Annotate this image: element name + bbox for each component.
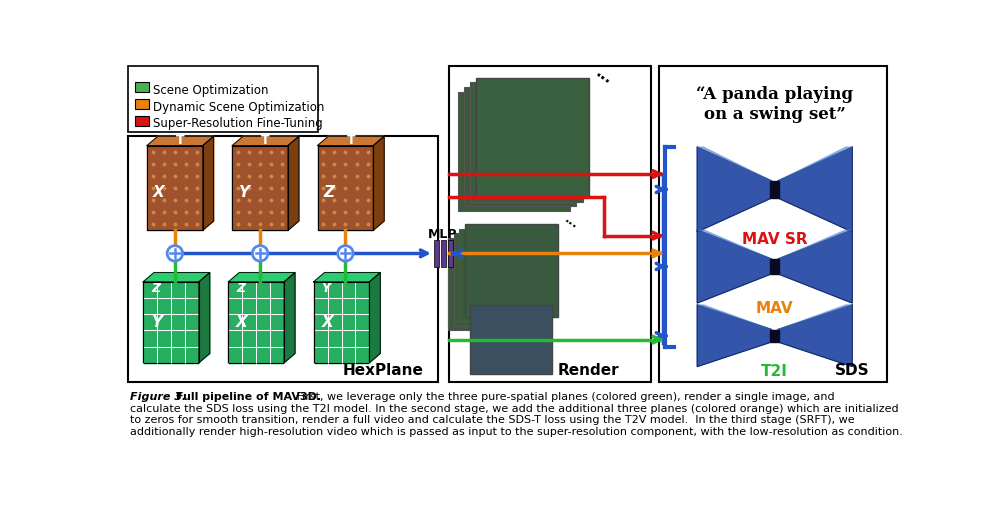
Text: Render: Render xyxy=(558,363,620,378)
Polygon shape xyxy=(697,230,771,259)
Text: ...: ... xyxy=(561,213,581,232)
Polygon shape xyxy=(318,146,373,230)
Bar xyxy=(128,66,318,132)
Text: Full pipeline of MAV3D.: Full pipeline of MAV3D. xyxy=(176,392,322,402)
Text: MLP: MLP xyxy=(429,228,457,241)
Polygon shape xyxy=(778,230,852,303)
Polygon shape xyxy=(199,272,210,363)
Polygon shape xyxy=(778,230,852,259)
Polygon shape xyxy=(369,272,380,363)
Polygon shape xyxy=(697,147,771,232)
Circle shape xyxy=(167,245,182,261)
Bar xyxy=(470,82,582,202)
Text: ...: ... xyxy=(593,66,615,87)
Text: HexPlane: HexPlane xyxy=(343,363,424,378)
Polygon shape xyxy=(233,146,288,230)
Text: MAV: MAV xyxy=(756,301,794,316)
Polygon shape xyxy=(697,230,771,303)
Bar xyxy=(470,305,551,374)
Bar xyxy=(449,66,650,382)
Text: SDS: SDS xyxy=(835,363,869,378)
Text: Z: Z xyxy=(150,281,160,294)
Polygon shape xyxy=(147,146,203,230)
Text: additionally render high-resolution video which is passed as input to the super-: additionally render high-resolution vide… xyxy=(130,426,903,437)
Text: Y: Y xyxy=(150,315,162,330)
Text: X: X xyxy=(153,185,165,200)
Text: Y: Y xyxy=(239,185,249,200)
Polygon shape xyxy=(229,282,284,363)
Polygon shape xyxy=(770,181,779,198)
Polygon shape xyxy=(778,305,852,367)
Text: MAV SR: MAV SR xyxy=(742,232,808,247)
Polygon shape xyxy=(314,272,380,282)
Text: calculate the SDS loss using the T2I model. In the second stage, we add the addi: calculate the SDS loss using the T2I mod… xyxy=(130,404,899,413)
Polygon shape xyxy=(778,305,852,330)
Polygon shape xyxy=(233,136,299,146)
Text: Y: Y xyxy=(322,281,331,294)
Bar xyxy=(135,82,148,93)
Polygon shape xyxy=(144,282,199,363)
Polygon shape xyxy=(284,272,295,363)
Polygon shape xyxy=(697,305,771,330)
Bar xyxy=(441,240,446,267)
Polygon shape xyxy=(373,136,384,230)
Bar xyxy=(453,233,546,326)
Text: Dynamic Scene Optimization: Dynamic Scene Optimization xyxy=(153,100,325,113)
Text: Super-Resolution Fine-Tuning: Super-Resolution Fine-Tuning xyxy=(153,118,323,131)
Polygon shape xyxy=(314,282,369,363)
Text: T: T xyxy=(261,135,270,148)
Bar xyxy=(658,66,887,382)
Polygon shape xyxy=(697,305,771,367)
Text: T: T xyxy=(346,135,355,148)
Polygon shape xyxy=(144,272,210,282)
Circle shape xyxy=(338,245,353,261)
Text: Figure 3.: Figure 3. xyxy=(130,392,186,402)
Bar xyxy=(476,78,589,197)
Text: Z: Z xyxy=(237,281,246,294)
Text: X: X xyxy=(237,315,248,330)
Text: Z: Z xyxy=(324,185,335,200)
Polygon shape xyxy=(778,147,852,181)
Text: T: T xyxy=(176,135,185,148)
Bar xyxy=(135,115,148,126)
Polygon shape xyxy=(229,272,295,282)
Polygon shape xyxy=(288,136,299,230)
Text: Scene Optimization: Scene Optimization xyxy=(153,84,268,97)
Bar xyxy=(128,136,438,382)
Text: to zeros for smooth transition, render a full video and calculate the SDS-T loss: to zeros for smooth transition, render a… xyxy=(130,415,854,425)
Text: T2I: T2I xyxy=(761,365,788,380)
Circle shape xyxy=(252,245,268,261)
Bar xyxy=(135,99,148,109)
Bar xyxy=(448,238,542,330)
Polygon shape xyxy=(203,136,214,230)
Polygon shape xyxy=(697,147,771,181)
Bar xyxy=(464,87,576,206)
Bar xyxy=(434,240,440,267)
Text: First, we leverage only the three pure-spatial planes (colored green), render a : First, we leverage only the three pure-s… xyxy=(293,392,835,402)
Polygon shape xyxy=(318,136,384,146)
Bar xyxy=(459,229,552,321)
Bar xyxy=(464,224,557,317)
Polygon shape xyxy=(770,259,779,274)
Bar xyxy=(457,92,570,211)
Bar xyxy=(447,240,453,267)
Polygon shape xyxy=(778,147,852,232)
Text: X: X xyxy=(322,315,333,330)
Text: “A panda playing
on a swing set”: “A panda playing on a swing set” xyxy=(696,86,853,123)
Polygon shape xyxy=(770,330,779,342)
Polygon shape xyxy=(147,136,214,146)
